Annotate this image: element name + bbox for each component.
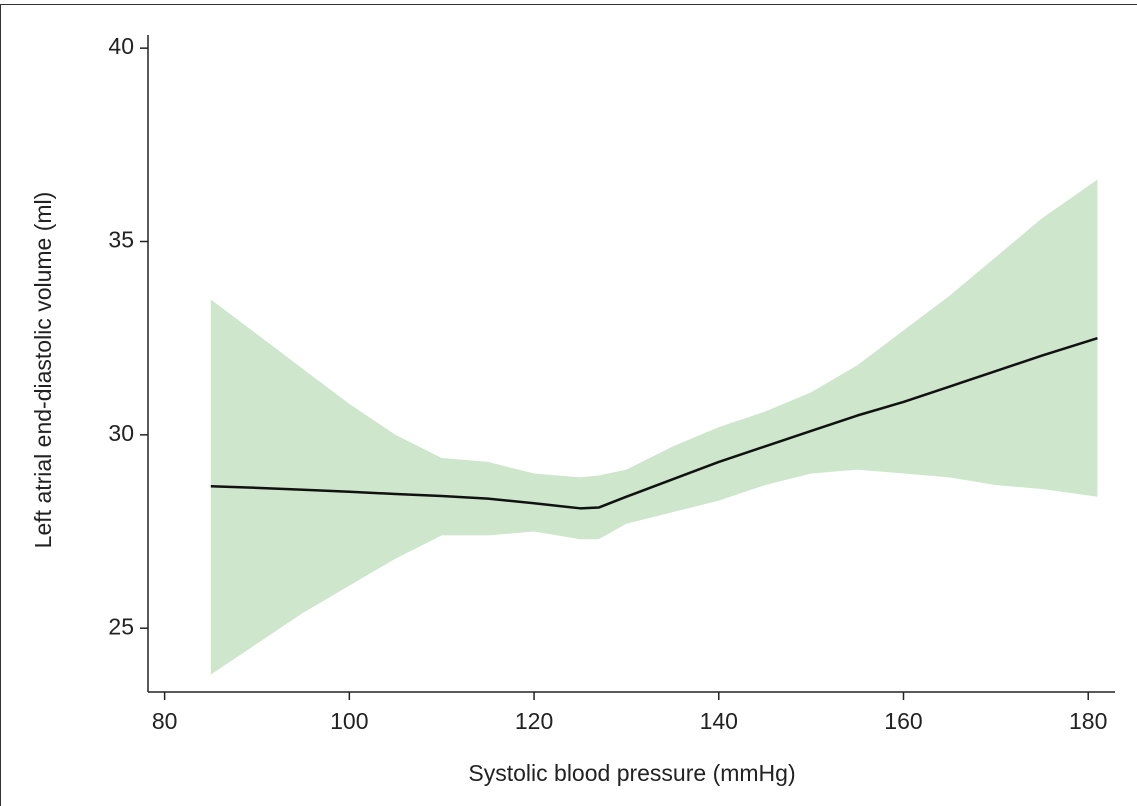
- x-tick-label: 160: [884, 708, 922, 734]
- y-tick-label: 30: [108, 420, 134, 446]
- y-axis-title: Left atrial end-diastolic volume (ml): [30, 192, 56, 549]
- x-tick-label: 180: [1069, 708, 1107, 734]
- confidence-band: [210, 179, 1098, 675]
- y-tick-label: 35: [108, 227, 134, 253]
- x-axis-title: Systolic blood pressure (mmHg): [468, 760, 795, 786]
- x-tick-label: 120: [515, 708, 553, 734]
- y-tick-label: 25: [108, 613, 134, 639]
- y-tick-label: 40: [108, 33, 134, 59]
- x-tick-label: 140: [700, 708, 738, 734]
- x-tick-label: 80: [152, 708, 178, 734]
- fit-line: [210, 336, 1098, 510]
- x-tick-label: 100: [330, 708, 368, 734]
